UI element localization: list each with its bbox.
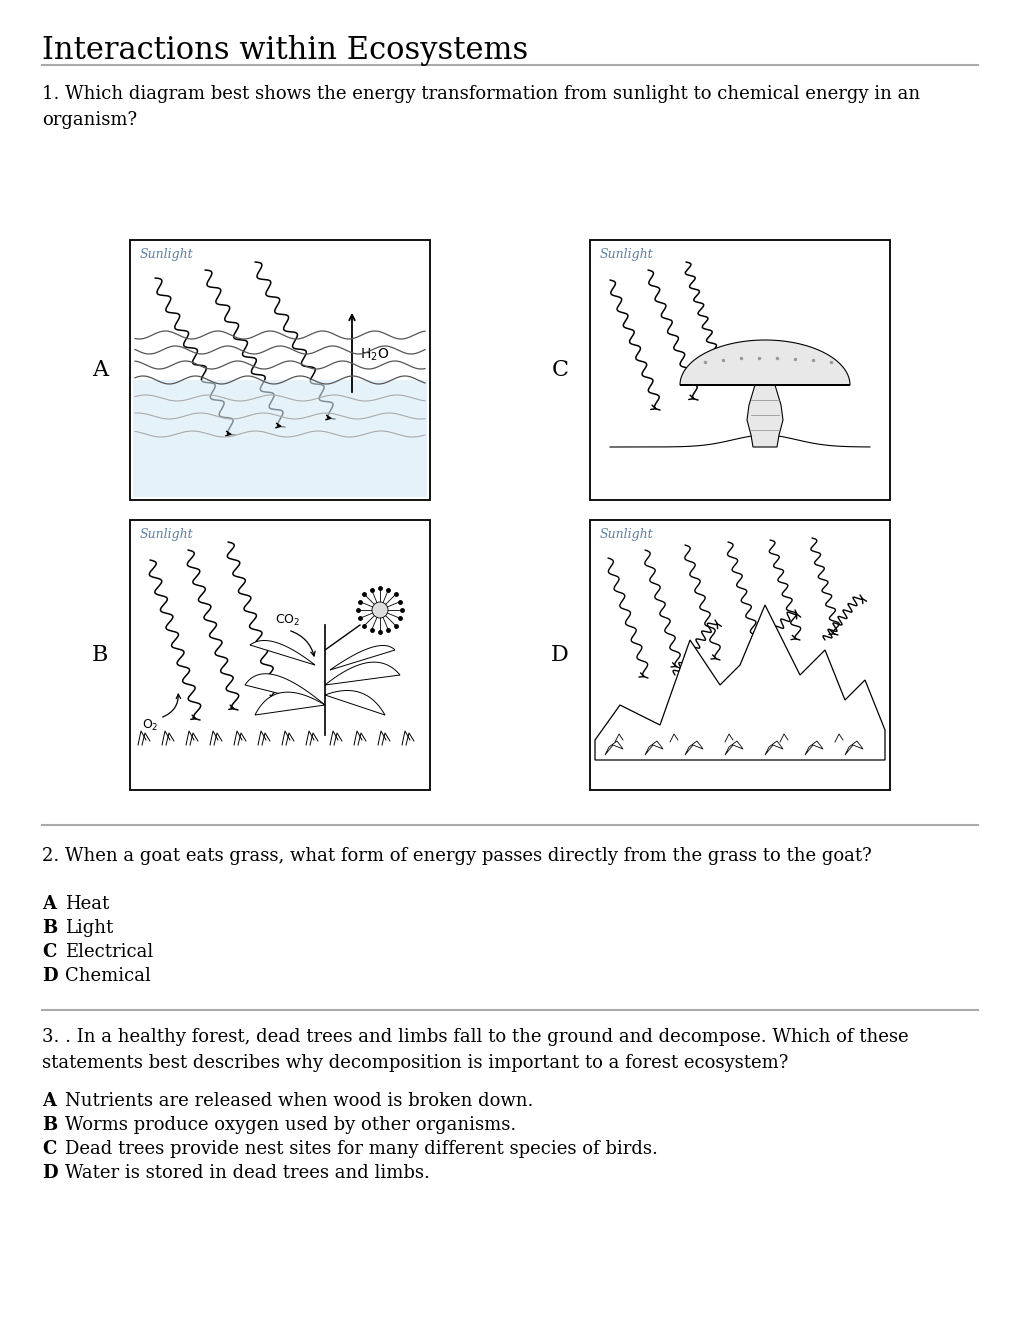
Text: 1. Which diagram best shows the energy transformation from sunlight to chemical : 1. Which diagram best shows the energy t… bbox=[42, 84, 919, 129]
Text: C: C bbox=[551, 359, 568, 381]
Circle shape bbox=[372, 602, 387, 618]
Text: Heat: Heat bbox=[65, 895, 109, 913]
Bar bbox=[129, 240, 430, 500]
Polygon shape bbox=[804, 741, 822, 755]
Text: Nutrients are released when wood is broken down.: Nutrients are released when wood is brok… bbox=[65, 1092, 533, 1110]
Polygon shape bbox=[594, 605, 884, 760]
Text: Chemical: Chemical bbox=[65, 968, 151, 985]
Bar bbox=[589, 520, 890, 789]
Text: C: C bbox=[42, 1140, 56, 1158]
Bar bbox=[129, 520, 430, 789]
Text: A: A bbox=[42, 895, 56, 913]
Polygon shape bbox=[330, 645, 394, 671]
Polygon shape bbox=[680, 341, 849, 385]
Text: Sunlight: Sunlight bbox=[599, 528, 653, 541]
Polygon shape bbox=[325, 690, 384, 715]
Text: $\mathregular{H_2O}$: $\mathregular{H_2O}$ bbox=[360, 347, 389, 363]
Text: Sunlight: Sunlight bbox=[599, 248, 653, 261]
Text: Dead trees provide nest sites for many different species of birds.: Dead trees provide nest sites for many d… bbox=[65, 1140, 657, 1158]
Text: Water is stored in dead trees and limbs.: Water is stored in dead trees and limbs. bbox=[65, 1164, 429, 1181]
Text: Sunlight: Sunlight bbox=[140, 528, 194, 541]
Polygon shape bbox=[604, 741, 623, 755]
Bar bbox=[589, 240, 890, 500]
Polygon shape bbox=[325, 663, 399, 685]
Text: Light: Light bbox=[65, 919, 113, 937]
Text: Electrical: Electrical bbox=[65, 942, 153, 961]
Text: $\mathregular{CO_2}$: $\mathregular{CO_2}$ bbox=[275, 612, 300, 627]
Polygon shape bbox=[725, 741, 742, 755]
Text: B: B bbox=[92, 644, 108, 667]
Polygon shape bbox=[250, 640, 315, 665]
Text: $\mathregular{O_2}$: $\mathregular{O_2}$ bbox=[142, 718, 158, 733]
Text: C: C bbox=[42, 942, 56, 961]
Text: D: D bbox=[42, 1164, 57, 1181]
Text: B: B bbox=[42, 919, 57, 937]
Polygon shape bbox=[245, 673, 325, 705]
Text: 3. . In a healthy forest, dead trees and limbs fall to the ground and decompose.: 3. . In a healthy forest, dead trees and… bbox=[42, 1028, 908, 1072]
Text: A: A bbox=[42, 1092, 56, 1110]
Text: Sunlight: Sunlight bbox=[140, 248, 194, 261]
Polygon shape bbox=[764, 741, 783, 755]
Polygon shape bbox=[644, 741, 662, 755]
Bar bbox=[132, 380, 427, 498]
Polygon shape bbox=[746, 385, 783, 447]
Text: Worms produce oxygen used by other organisms.: Worms produce oxygen used by other organ… bbox=[65, 1115, 516, 1134]
Text: B: B bbox=[42, 1115, 57, 1134]
Polygon shape bbox=[844, 741, 862, 755]
Polygon shape bbox=[685, 741, 702, 755]
Text: 2. When a goat eats grass, what form of energy passes directly from the grass to: 2. When a goat eats grass, what form of … bbox=[42, 847, 871, 865]
Polygon shape bbox=[255, 692, 325, 715]
Text: D: D bbox=[42, 968, 57, 985]
Text: D: D bbox=[550, 644, 569, 667]
Text: Interactions within Ecosystems: Interactions within Ecosystems bbox=[42, 36, 528, 66]
Text: A: A bbox=[92, 359, 108, 381]
